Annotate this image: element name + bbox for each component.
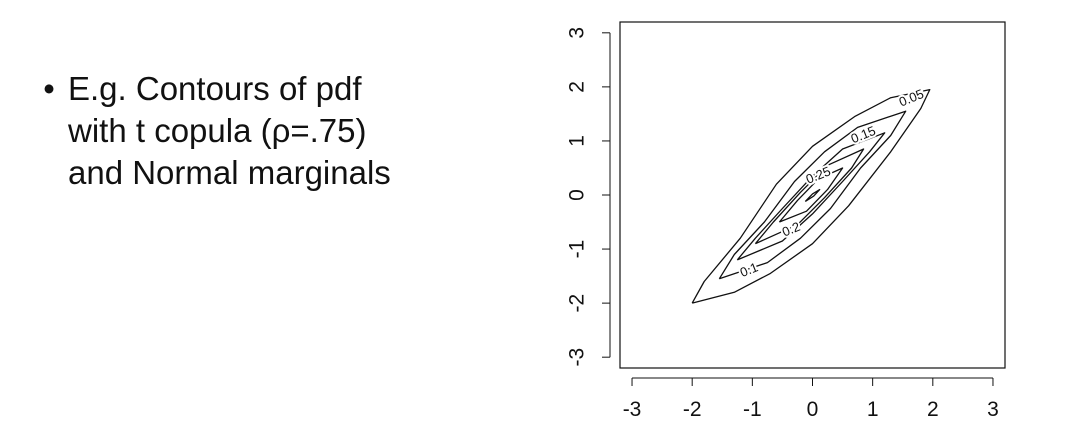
contour-line xyxy=(691,88,931,304)
y-tick-label: -3 xyxy=(566,348,589,367)
x-tick-label: 1 xyxy=(867,398,879,421)
contour-line xyxy=(754,148,865,245)
y-tick-label: -2 xyxy=(566,294,589,313)
bullet-text-block: • E.g. Contours of pdf with t copula (ρ=… xyxy=(30,68,391,194)
x-tick-label: -3 xyxy=(623,398,642,421)
contour-line xyxy=(778,167,844,223)
y-tick-label: 1 xyxy=(566,135,589,147)
x-tick-label: -1 xyxy=(743,398,762,421)
contour-label: 0.15 xyxy=(849,123,878,146)
bullet-item: • E.g. Contours of pdf with t copula (ρ=… xyxy=(30,68,391,194)
bullet-marker: • xyxy=(43,70,55,107)
bullet-line-1: E.g. Contours of pdf xyxy=(68,70,362,107)
contour-label: 0.2 xyxy=(780,219,802,240)
contour-line xyxy=(736,132,886,261)
contour-line xyxy=(804,188,821,203)
plot-frame xyxy=(619,21,1006,369)
y-tick-label: 2 xyxy=(566,81,589,93)
x-tick-label: -2 xyxy=(683,398,702,421)
bullet-line-2: with t copula (ρ=.75) xyxy=(68,112,367,149)
x-tick-label: 0 xyxy=(807,398,819,421)
y-tick-label: 3 xyxy=(566,27,589,39)
contour-line xyxy=(718,110,907,280)
x-tick-label: 2 xyxy=(927,398,939,421)
bullet-lines: E.g. Contours of pdf with t copula (ρ=.7… xyxy=(68,68,391,194)
bullet-line-3: and Normal marginals xyxy=(68,154,391,191)
y-tick-label: 0 xyxy=(566,189,589,201)
x-tick-label: 3 xyxy=(987,398,999,421)
y-tick-label: -1 xyxy=(566,240,589,259)
contour-label: 0.1 xyxy=(738,259,760,280)
contour-label: 0.25 xyxy=(804,163,833,186)
